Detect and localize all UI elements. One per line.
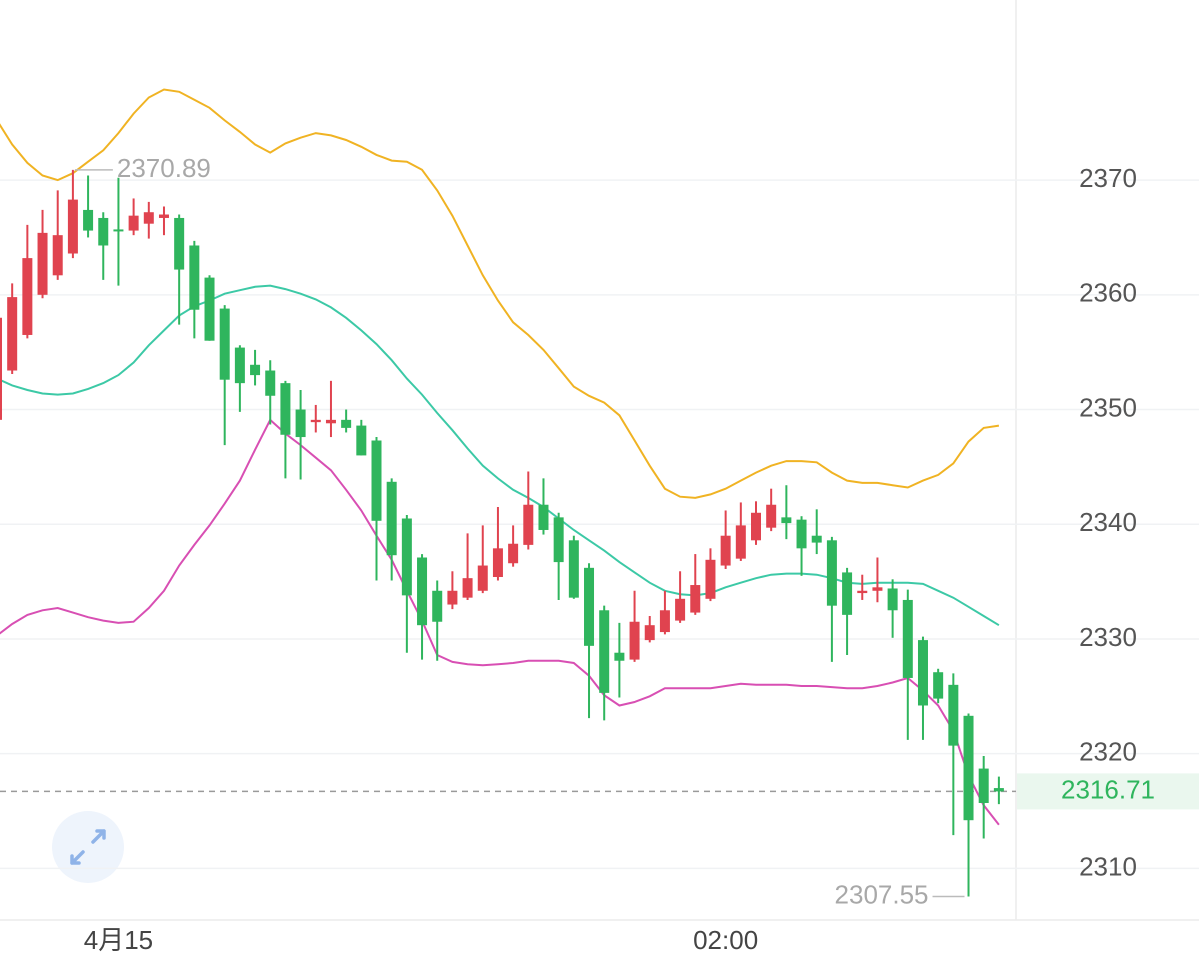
candle-body [917, 640, 928, 706]
candle-body [158, 214, 169, 218]
candle-body [325, 419, 336, 424]
candle-body [599, 610, 610, 693]
candle-body [98, 217, 109, 246]
y-tick-label: 2330 [1079, 622, 1137, 652]
candle-body [341, 419, 352, 428]
candle-body [902, 599, 913, 678]
candle-body [371, 440, 382, 521]
candle-body [826, 540, 837, 606]
candle-body [310, 419, 321, 423]
candle-body [659, 610, 670, 633]
candle-body [948, 684, 959, 746]
y-tick-label: 2320 [1079, 737, 1137, 767]
candle-body [508, 543, 519, 564]
candle-body [386, 481, 397, 556]
candle-body [614, 652, 625, 661]
x-tick-label: 4月15 [84, 925, 153, 955]
candle-body [7, 297, 18, 371]
candle-body [553, 517, 564, 563]
candle-body [204, 277, 215, 341]
candle-body [720, 535, 731, 566]
candle-body [735, 525, 746, 559]
y-tick-label: 2370 [1079, 163, 1137, 193]
y-tick-label: 2310 [1079, 851, 1137, 881]
candle-body [523, 504, 534, 545]
candle-body [887, 588, 898, 611]
candle-body [705, 559, 716, 599]
candle-body [872, 587, 883, 591]
y-tick-label: 2360 [1079, 278, 1137, 308]
candle-body [67, 199, 78, 254]
band-line [0, 88, 1000, 499]
x-tick-label: 02:00 [693, 925, 758, 955]
candle-body [174, 217, 185, 270]
candle-body [568, 540, 579, 598]
candle-body [811, 535, 822, 543]
candle-body [462, 578, 473, 598]
candle-body [356, 425, 367, 456]
y-tick-label: 2350 [1079, 392, 1137, 422]
candle-body [0, 317, 2, 420]
candle-body [644, 625, 655, 641]
band-line [0, 418, 1000, 826]
candle-body [796, 519, 807, 549]
candle-body [37, 232, 48, 295]
fullscreen-button[interactable] [52, 811, 124, 883]
candle-body [933, 672, 944, 699]
candle-body [538, 504, 549, 530]
candle-body [128, 215, 139, 231]
candle-body [477, 565, 488, 591]
min-label: 2307.55 [835, 879, 929, 909]
last-price-bg [1017, 773, 1199, 810]
candle-body [265, 370, 276, 396]
candle-body [993, 788, 1004, 792]
candle-body [978, 768, 989, 803]
candle-body [295, 409, 306, 438]
candle-body [690, 585, 701, 613]
candle-body [492, 548, 503, 578]
last-price-label: 2316.71 [1061, 774, 1155, 804]
candle-body [219, 308, 230, 380]
candle-body [766, 504, 777, 528]
candle-body [447, 590, 458, 605]
candle-body [189, 245, 200, 310]
candle-body [857, 590, 868, 594]
candle-body [781, 517, 792, 524]
candle-body [83, 209, 94, 231]
grid-layer [0, 179, 1199, 870]
candle-body [234, 347, 245, 384]
fullscreen-bg[interactable] [52, 811, 124, 883]
candle-body [842, 572, 853, 615]
fullscreen-icon[interactable] [70, 829, 106, 865]
candle-body [751, 512, 761, 541]
candle-body [143, 212, 154, 224]
max-label: 2370.89 [117, 153, 211, 183]
candle-body [250, 364, 261, 376]
candle-body [675, 598, 686, 621]
candle-body [401, 518, 412, 596]
candle-body [22, 258, 33, 335]
candle-body [417, 557, 428, 626]
candle-body [113, 229, 124, 232]
candle-body [584, 567, 595, 646]
candle-body [280, 383, 291, 435]
candle-body [629, 621, 640, 660]
candle-body [963, 715, 974, 821]
candle-body [52, 235, 63, 276]
plot-layer [0, 88, 1004, 898]
y-tick-label: 2340 [1079, 507, 1137, 537]
candle-body [432, 590, 443, 622]
